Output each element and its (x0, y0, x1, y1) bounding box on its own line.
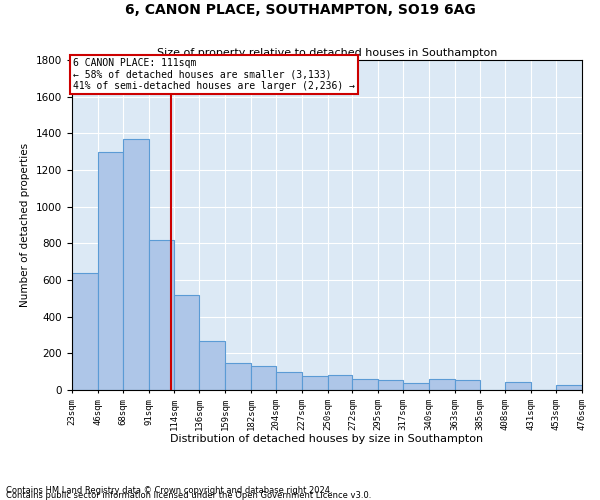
Bar (251, 366, 276, 390)
Bar (98, 152, 122, 390)
Bar (328, 376, 352, 390)
Text: Contains HM Land Registry data © Crown copyright and database right 2024.: Contains HM Land Registry data © Crown c… (6, 486, 332, 495)
Bar (429, 379, 455, 390)
Bar (403, 382, 429, 390)
Bar (302, 376, 328, 390)
Bar (122, 139, 149, 390)
Y-axis label: Number of detached properties: Number of detached properties (20, 143, 31, 307)
Bar (276, 372, 302, 390)
Bar (455, 380, 479, 390)
Bar (378, 380, 403, 390)
Bar (556, 384, 582, 390)
Bar (72, 272, 98, 390)
Text: Contains public sector information licensed under the Open Government Licence v3: Contains public sector information licen… (6, 490, 371, 500)
Bar (352, 379, 378, 390)
Title: Size of property relative to detached houses in Southampton: Size of property relative to detached ho… (157, 48, 497, 58)
Bar (175, 294, 199, 390)
Text: 6 CANON PLACE: 111sqm
← 58% of detached houses are smaller (3,133)
41% of semi-d: 6 CANON PLACE: 111sqm ← 58% of detached … (73, 58, 355, 92)
Bar (225, 362, 251, 390)
X-axis label: Distribution of detached houses by size in Southampton: Distribution of detached houses by size … (170, 434, 484, 444)
Bar (505, 382, 532, 390)
Bar (199, 340, 225, 390)
Bar (149, 240, 175, 390)
Text: 6, CANON PLACE, SOUTHAMPTON, SO19 6AG: 6, CANON PLACE, SOUTHAMPTON, SO19 6AG (125, 2, 475, 16)
